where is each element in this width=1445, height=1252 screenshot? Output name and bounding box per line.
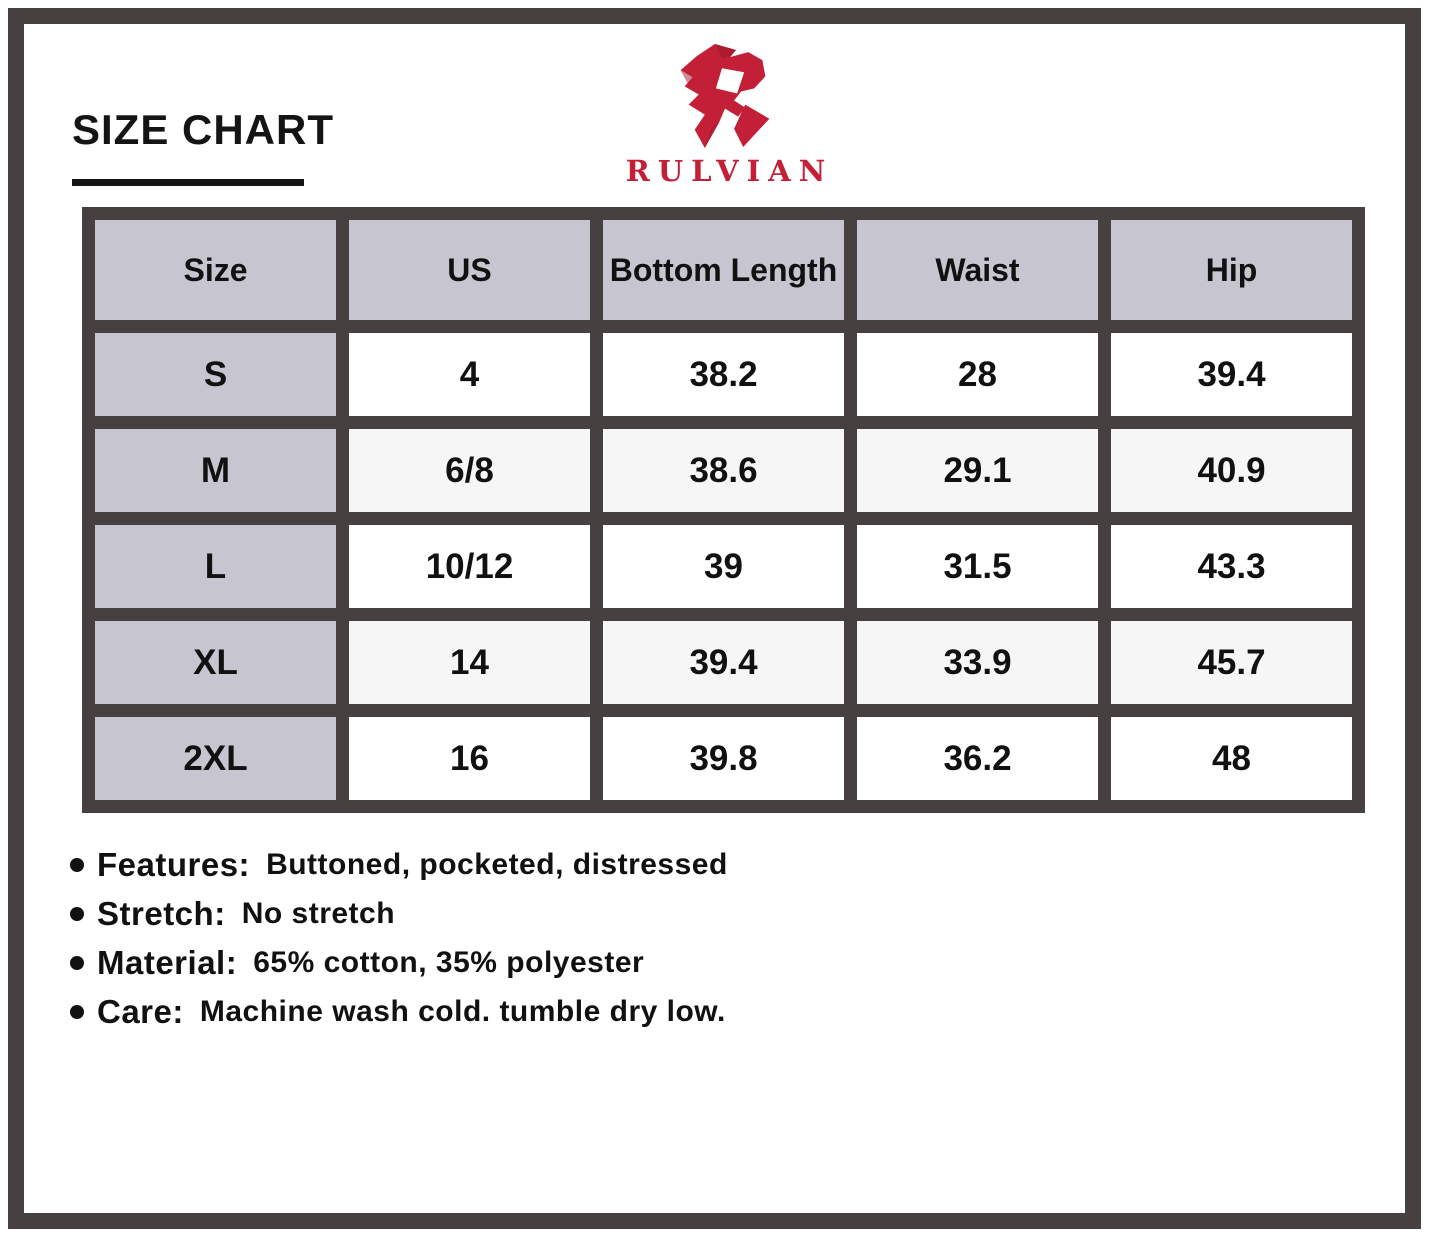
table-cell: 39.8 <box>603 717 844 800</box>
rulvian-r-logo-icon <box>680 44 769 148</box>
brand-name: RULVIAN <box>625 154 834 188</box>
table-cell: 38.6 <box>603 429 844 512</box>
detail-item-material: Material: 65% cotton, 35% polyester <box>70 944 728 982</box>
bullet-icon <box>70 1005 84 1019</box>
detail-label: Features: <box>97 846 251 883</box>
table-cell: 14 <box>349 621 590 704</box>
row-label-xl: XL <box>95 621 336 704</box>
title-underline <box>72 179 304 186</box>
table-cell: 39.4 <box>603 621 844 704</box>
detail-item-care: Care: Machine wash cold. tumble dry low. <box>70 993 728 1031</box>
detail-item-features: Features: Buttoned, pocketed, distressed <box>70 846 728 884</box>
product-details-list: Features: Buttoned, pocketed, distressed… <box>70 846 728 1031</box>
size-chart-table: Size US Bottom Length Waist Hip S 4 38.2… <box>82 207 1365 813</box>
row-label-2xl: 2XL <box>95 717 336 800</box>
detail-value: No stretch <box>241 897 396 930</box>
detail-label: Care: <box>97 993 184 1030</box>
bullet-icon <box>70 907 84 921</box>
table-cell: 45.7 <box>1111 621 1352 704</box>
table-cell: 39.4 <box>1111 333 1352 416</box>
row-label-s: S <box>95 333 336 416</box>
page-title: SIZE CHART <box>72 106 334 153</box>
table-cell: 43.3 <box>1111 525 1352 608</box>
detail-value: Buttoned, pocketed, distressed <box>266 848 728 881</box>
table-cell: 48 <box>1111 717 1352 800</box>
table-cell: 33.9 <box>857 621 1098 704</box>
row-label-l: L <box>95 525 336 608</box>
table-cell: 39 <box>603 525 844 608</box>
column-header-bottom-length: Bottom Length <box>603 220 844 320</box>
detail-value: Machine wash cold. tumble dry low. <box>199 995 726 1028</box>
table-cell: 28 <box>857 333 1098 416</box>
table-cell: 36.2 <box>857 717 1098 800</box>
table-cell: 40.9 <box>1111 429 1352 512</box>
detail-value: 65% cotton, 35% polyester <box>253 946 645 979</box>
row-label-m: M <box>95 429 336 512</box>
page-border-frame <box>8 8 1421 1229</box>
detail-label: Stretch: <box>97 895 226 932</box>
bullet-icon <box>70 956 84 970</box>
table-cell: 31.5 <box>857 525 1098 608</box>
table-cell: 38.2 <box>603 333 844 416</box>
column-header-size: Size <box>95 220 336 320</box>
table-cell: 6/8 <box>349 429 590 512</box>
column-header-hip: Hip <box>1111 220 1352 320</box>
detail-label: Material: <box>97 944 238 981</box>
column-header-us: US <box>349 220 590 320</box>
bullet-icon <box>70 858 84 872</box>
detail-item-stretch: Stretch: No stretch <box>70 895 728 933</box>
brand-logo: RULVIAN <box>598 44 853 188</box>
column-header-waist: Waist <box>857 220 1098 320</box>
table-cell: 10/12 <box>349 525 590 608</box>
table-cell: 4 <box>349 333 590 416</box>
table-cell: 29.1 <box>857 429 1098 512</box>
table-cell: 16 <box>349 717 590 800</box>
